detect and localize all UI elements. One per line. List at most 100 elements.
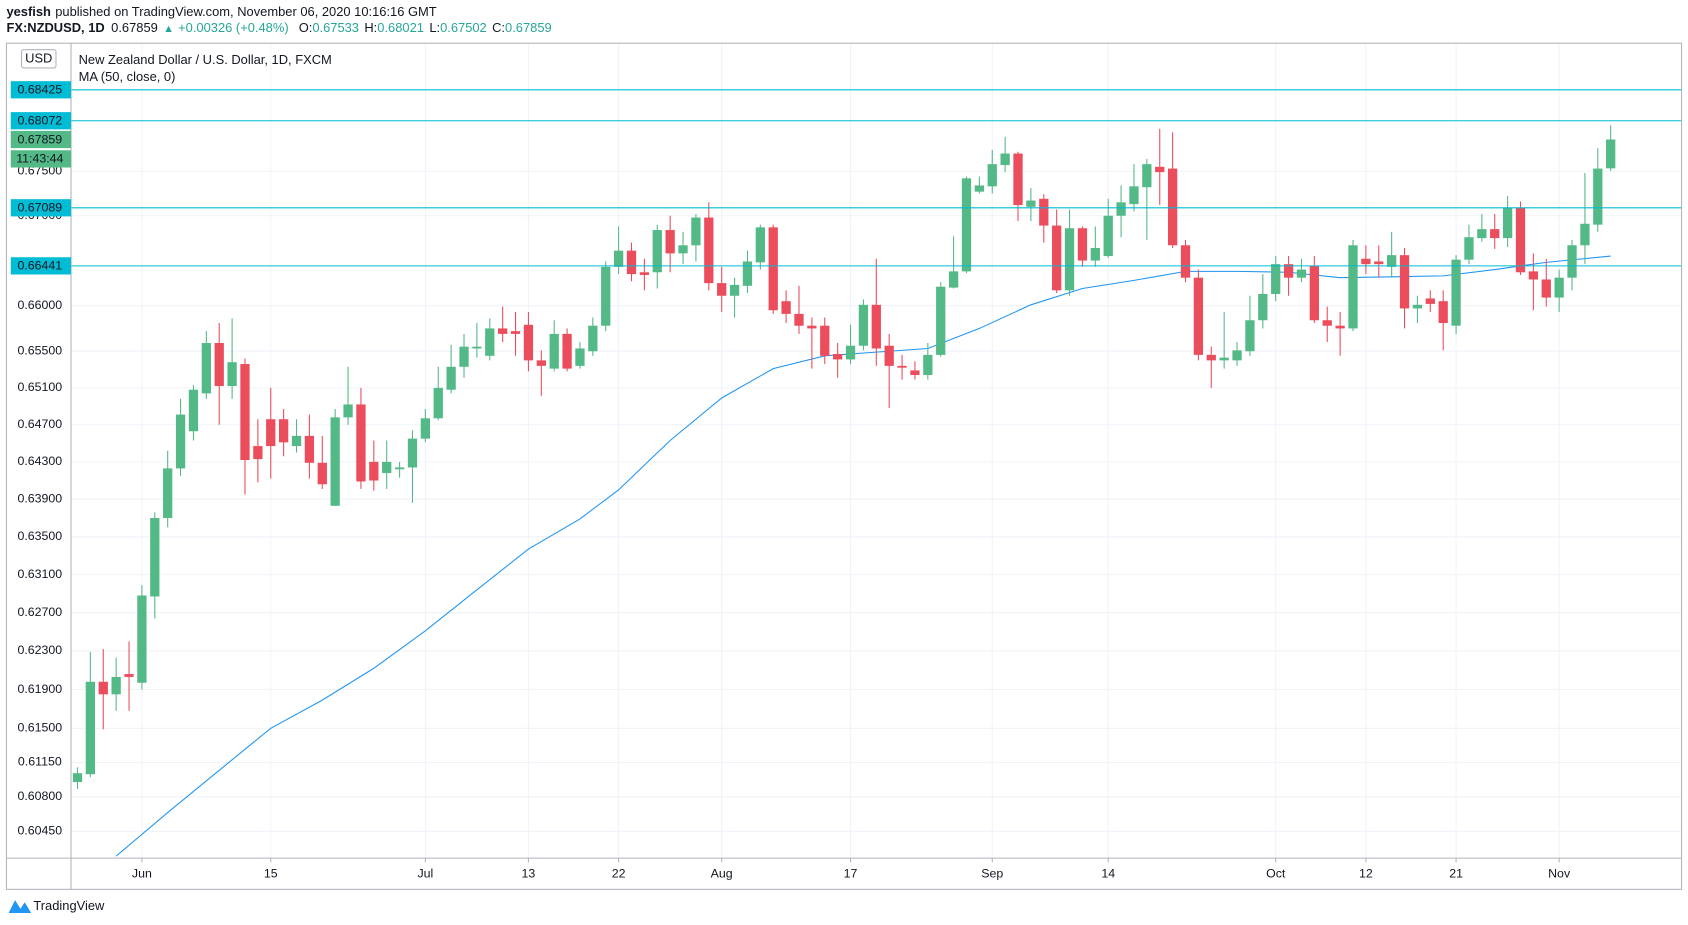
candle-body (910, 370, 920, 376)
candle-body (356, 404, 366, 482)
candle (523, 312, 534, 372)
candle (278, 409, 289, 457)
candle-body (562, 333, 572, 369)
candle-body (1116, 202, 1126, 216)
ohlc-value: 0.67502 (440, 21, 487, 36)
candle-body (961, 178, 972, 272)
candle-body (1451, 259, 1461, 326)
y-tick-label: 0.61150 (18, 755, 62, 769)
candle-body (330, 417, 340, 506)
candle (1206, 346, 1216, 388)
candle-body (755, 227, 765, 263)
candle (820, 317, 830, 365)
candle-body (459, 346, 469, 367)
candle (704, 202, 714, 291)
y-tick-label: 0.62700 (17, 605, 62, 619)
candle-body (1064, 228, 1075, 291)
candle (974, 176, 985, 194)
x-tick-label: 15 (264, 867, 278, 881)
candle (240, 358, 250, 495)
candle-body (304, 435, 315, 463)
candle-body (536, 360, 546, 366)
candle (188, 385, 199, 441)
currency[interactable]: USD (25, 51, 52, 66)
y-tick-label: 0.63900 (17, 491, 62, 505)
candle (1374, 245, 1384, 278)
candle-body (98, 681, 108, 695)
candle-body (1567, 245, 1577, 278)
currency-button[interactable] (20, 49, 57, 69)
candle-body (833, 353, 843, 360)
y-tick-label: 0.65500 (17, 343, 62, 357)
candle (665, 215, 675, 273)
candle-body (1335, 325, 1345, 329)
candle (652, 224, 662, 289)
candle-body (1142, 164, 1152, 188)
candle-body (1387, 255, 1397, 267)
x-tick-label: Aug (711, 867, 733, 881)
candle (163, 450, 173, 528)
candle-body (1361, 258, 1371, 265)
plot (71, 89, 1682, 857)
candle (1142, 158, 1152, 240)
ohlc-label: H: (364, 21, 377, 36)
candle (407, 430, 418, 503)
candle (897, 354, 907, 380)
candle-body (807, 325, 817, 329)
candle (691, 213, 701, 262)
candle (266, 387, 276, 479)
candle (536, 350, 546, 397)
candle (394, 461, 405, 478)
candle-body (317, 462, 327, 485)
candle-body (626, 250, 637, 275)
published: published on TradingView.com, November 0… (55, 4, 437, 19)
candle (1090, 226, 1100, 267)
candle (858, 299, 869, 351)
candle (923, 343, 933, 380)
candle (472, 322, 482, 358)
x-tick-label: 12 (1359, 867, 1373, 881)
candle-body (1554, 277, 1564, 298)
candle (1477, 213, 1487, 242)
candle (124, 641, 134, 711)
candle (1335, 312, 1345, 356)
candle-body (1167, 168, 1178, 246)
candle (1361, 245, 1371, 275)
candle (639, 258, 650, 291)
candle-body (175, 414, 186, 469)
candle (1026, 188, 1036, 222)
candle-body (433, 387, 443, 419)
y-tick-label: 0.65100 (17, 380, 62, 394)
x-tick-label: 14 (1101, 867, 1115, 881)
candle-body (1490, 229, 1500, 239)
candle (1606, 125, 1616, 172)
candle-body (1245, 320, 1255, 352)
candle (446, 344, 456, 394)
candle (1399, 247, 1410, 329)
candle-body (1374, 261, 1384, 265)
candle-body (1348, 245, 1358, 329)
candle (549, 320, 559, 372)
candle (1103, 198, 1113, 258)
candle (382, 440, 392, 489)
candle (884, 333, 894, 409)
candle (807, 317, 817, 369)
candle-body (1438, 301, 1448, 323)
axis-labels: 0.60450 0.60800 0.61150 0.61500 0.61900 0.623… (10, 81, 1571, 881)
candle-body (1477, 229, 1487, 239)
candle-body (1412, 304, 1423, 309)
candle (227, 318, 237, 399)
candle-body (575, 348, 585, 366)
price-line-label-bg (10, 81, 72, 99)
candle-body (1193, 277, 1204, 355)
candle-body (729, 284, 740, 296)
candle-body (1219, 357, 1229, 361)
countdown-bg (10, 150, 72, 168)
candle (936, 282, 946, 357)
candle-body (936, 286, 946, 355)
candle (1348, 239, 1358, 332)
candle-body (498, 328, 508, 334)
ma-legend: MA (50, close, 0) (79, 69, 176, 84)
candle (1180, 239, 1191, 283)
candle (1245, 295, 1255, 356)
